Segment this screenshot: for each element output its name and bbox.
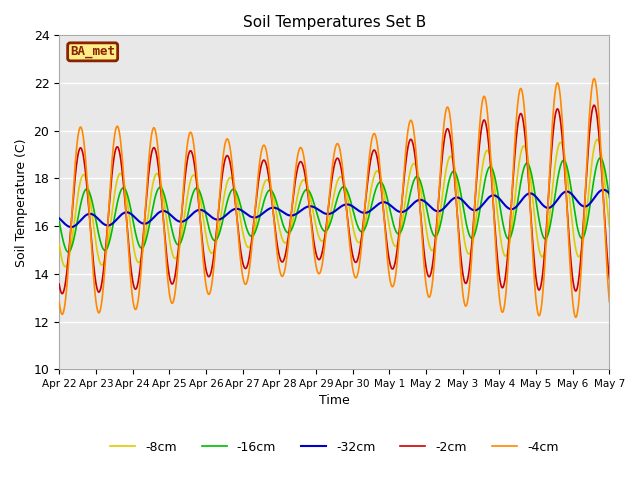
-2cm [55, 281, 63, 287]
-2cm [509, 171, 517, 177]
-16cm [509, 223, 517, 229]
-8cm [593, 137, 601, 143]
-4cm [509, 170, 517, 176]
-2cm [285, 230, 292, 236]
-16cm [285, 230, 292, 236]
Line: -32cm: -32cm [59, 190, 609, 227]
-32cm [419, 197, 427, 203]
-16cm [177, 239, 185, 244]
-32cm [509, 206, 517, 212]
-8cm [605, 224, 613, 230]
-8cm [419, 203, 427, 208]
-16cm [596, 155, 604, 161]
-16cm [271, 196, 279, 202]
-16cm [605, 194, 613, 200]
-16cm [419, 188, 427, 193]
-4cm [605, 299, 613, 305]
-16cm [65, 249, 72, 255]
Line: -2cm: -2cm [59, 105, 609, 294]
-8cm [285, 235, 292, 240]
Line: -16cm: -16cm [59, 158, 609, 252]
-4cm [572, 314, 580, 320]
Title: Soil Temperatures Set B: Soil Temperatures Set B [243, 15, 426, 30]
-2cm [590, 102, 598, 108]
-8cm [61, 264, 69, 270]
Y-axis label: Soil Temperature (C): Soil Temperature (C) [15, 138, 28, 266]
-4cm [285, 240, 292, 246]
-4cm [177, 224, 184, 230]
-32cm [271, 205, 279, 211]
-4cm [55, 299, 63, 305]
-32cm [605, 191, 613, 196]
-4cm [590, 76, 598, 82]
-2cm [177, 217, 185, 223]
-32cm [285, 212, 292, 218]
-32cm [67, 224, 75, 230]
-2cm [605, 276, 613, 282]
X-axis label: Time: Time [319, 395, 349, 408]
-2cm [271, 228, 279, 234]
-16cm [55, 218, 63, 224]
-2cm [557, 121, 564, 127]
-16cm [557, 162, 564, 168]
-8cm [557, 140, 564, 145]
-32cm [600, 187, 607, 192]
-8cm [271, 205, 279, 211]
Line: -8cm: -8cm [59, 140, 609, 267]
-32cm [55, 216, 63, 221]
Text: BA_met: BA_met [70, 45, 115, 59]
-32cm [557, 192, 564, 198]
-4cm [271, 230, 279, 236]
-4cm [557, 96, 564, 101]
-2cm [419, 238, 427, 243]
-8cm [509, 209, 517, 215]
-32cm [177, 219, 185, 225]
-4cm [419, 242, 426, 248]
-8cm [55, 241, 63, 247]
Legend: -8cm, -16cm, -32cm, -2cm, -4cm: -8cm, -16cm, -32cm, -2cm, -4cm [105, 435, 563, 458]
-2cm [58, 291, 66, 297]
Line: -4cm: -4cm [59, 79, 609, 317]
-8cm [177, 236, 185, 242]
